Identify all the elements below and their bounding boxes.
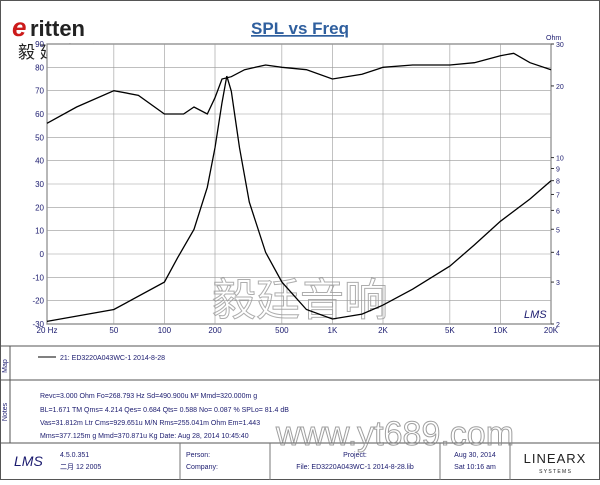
logo-e: e <box>12 12 26 42</box>
y-tick-label: -10 <box>32 273 44 282</box>
date: Aug 30, 2014 <box>454 452 496 459</box>
y-tick-label: 30 <box>35 180 44 189</box>
series-line <box>46 52 552 124</box>
note-line: BL=1.671 TM Qms= 4.214 Qes= 0.684 Qts= 0… <box>40 407 289 414</box>
y-tick-label: 80 <box>35 63 44 72</box>
watermark: www.yt689.com <box>275 415 514 453</box>
x-tick-label: 20 Hz <box>37 326 58 335</box>
file: File: ED3220A043WC-1 2014-8-28.lib <box>296 464 414 471</box>
y-tick-label: 40 <box>35 157 44 166</box>
x-tick-label: 100 <box>158 326 172 335</box>
y2-tick-label: 30 <box>556 42 564 49</box>
y2-tick-label: 9 <box>556 166 560 173</box>
person: Person: <box>186 452 210 459</box>
x-tick-label: 50 <box>109 326 118 335</box>
x-tick-label: 2K <box>378 326 388 335</box>
y2-tick-label: 10 <box>556 156 564 163</box>
x-tick-label: 200 <box>208 326 222 335</box>
legend-entry: 21: ED3220A043WC-1 2014-8-28 <box>60 355 165 362</box>
note-line: Mms=377.125m g Mmd=370.871u Kg Date: Aug… <box>40 433 249 440</box>
company: Company: <box>186 464 218 471</box>
brand: LINEARX <box>524 451 587 466</box>
y-tick-label: 50 <box>35 133 44 142</box>
y-tick-label: 70 <box>35 87 44 96</box>
x-tick-label: 20K <box>544 326 559 335</box>
y2-tick-label: 4 <box>556 250 560 257</box>
y-tick-label: -30 <box>32 320 44 329</box>
y2-tick-label: 3 <box>556 280 560 287</box>
y-tick-label: 0 <box>40 250 45 259</box>
plot-mark: LMS <box>524 309 547 321</box>
build: 二月 12 2005 <box>60 463 101 471</box>
y2-tick-label: 5 <box>556 227 560 234</box>
note-line: Revc=3.000 Ohm Fo=268.793 Hz Sd=490.900u… <box>40 393 257 400</box>
y-tick-label: 90 <box>35 40 44 49</box>
watermark: 毅廷音响 <box>212 276 388 325</box>
y2-unit: Ohm <box>546 35 561 42</box>
y2-tick-label: 8 <box>556 179 560 186</box>
note-line: Vas=31.812m Ltr Cms=929.651u M/N Rms=255… <box>40 420 260 427</box>
x-tick-label: 500 <box>275 326 289 335</box>
y2-tick-label: 2 <box>556 322 560 329</box>
brand-sub: S Y S T E M S <box>539 469 572 475</box>
version: 4.5.0.351 <box>60 452 89 459</box>
footer-logo: LMS <box>14 453 43 469</box>
y-tick-label: 20 <box>35 203 44 212</box>
time: Sat 10:16 am <box>454 464 496 471</box>
x-tick-label: 5K <box>445 326 455 335</box>
x-tick-label: 10K <box>493 326 508 335</box>
x-tick-label: 1K <box>328 326 338 335</box>
y-tick-label: -20 <box>32 297 44 306</box>
logo: ritten <box>30 16 85 41</box>
map-label: Map <box>2 359 9 373</box>
chart-title: SPL vs Freq <box>251 19 349 38</box>
series-line <box>46 75 552 323</box>
y-tick-label: 10 <box>35 227 44 236</box>
y2-tick-label: 20 <box>556 84 564 91</box>
y-tick-label: 60 <box>35 110 44 119</box>
project: Project: <box>343 452 367 459</box>
notes-label: Notes <box>2 402 9 421</box>
y2-tick-label: 7 <box>556 192 560 199</box>
y2-tick-label: 6 <box>556 208 560 215</box>
